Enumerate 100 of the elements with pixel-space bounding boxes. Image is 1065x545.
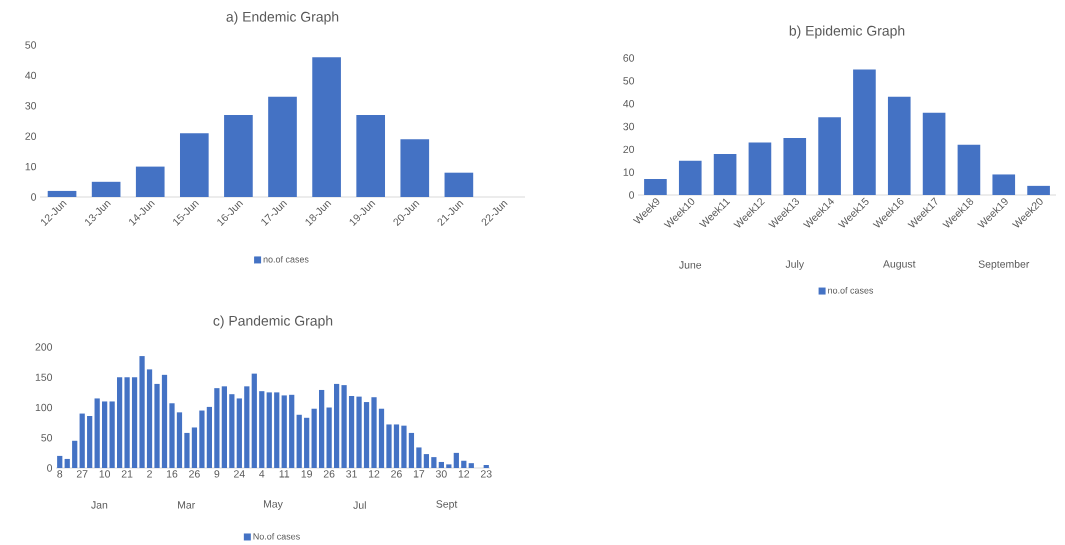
bar: [47, 190, 77, 197]
y-tick-label: 150: [35, 373, 53, 381]
y-tick-label: 20: [25, 132, 37, 140]
bar: [176, 412, 183, 469]
bar: [408, 432, 415, 469]
bar: [992, 174, 1016, 195]
x-tick-label: 23: [480, 470, 492, 478]
text: July: [785, 260, 805, 270]
y-tick-label: 10: [25, 162, 37, 171]
chart-title: c) Pandemic Graph: [213, 315, 333, 329]
x-tick-label: 21: [121, 470, 133, 478]
bar: [259, 391, 265, 469]
bar: [281, 395, 287, 469]
text: Jan: [91, 501, 108, 509]
bar: [468, 463, 474, 469]
bar: [341, 385, 347, 469]
bar: [461, 460, 467, 469]
bar: [274, 392, 280, 469]
x-tick-label: 12: [458, 470, 470, 478]
x-tick-label: 27: [76, 470, 88, 478]
chart-title: b) Epidemic Graph: [789, 25, 905, 39]
bar: [224, 114, 253, 197]
bar: [326, 407, 332, 469]
bar: [1027, 185, 1050, 195]
text: Jul: [353, 501, 366, 509]
text: September: [978, 260, 1030, 270]
legend-label: no.of cases: [263, 255, 309, 263]
bar: [206, 406, 213, 469]
x-tick-label: 30: [435, 470, 447, 478]
x-tick-label: 26: [189, 470, 200, 478]
text: June: [679, 261, 702, 269]
bar: [446, 464, 452, 469]
bar: [401, 425, 407, 469]
y-tick-label: 0: [31, 193, 37, 201]
bar: [922, 112, 946, 195]
legend-label: No.of cases: [253, 532, 300, 540]
bar: [57, 455, 63, 469]
x-tick-label: 10: [99, 470, 111, 478]
bar: [356, 396, 362, 469]
x-tick-label: 16: [166, 470, 178, 478]
bar: [94, 398, 100, 469]
bar: [191, 427, 198, 469]
bar: [678, 160, 702, 195]
bar: [416, 447, 422, 469]
x-tick-label: 17: [413, 470, 425, 478]
x-tick-label: 26: [323, 470, 335, 478]
bar: [289, 394, 295, 469]
y-tick-label: 60: [623, 54, 635, 62]
bar: [423, 454, 430, 469]
y-tick-label: 100: [35, 403, 53, 412]
y-tick-label: 10: [623, 168, 635, 176]
bar: [64, 458, 70, 469]
bar: [161, 374, 168, 469]
legend-label: no.of cases: [828, 287, 874, 294]
bar: [116, 377, 123, 469]
bar: [312, 57, 341, 197]
bar: [453, 452, 459, 469]
bar: [386, 424, 392, 469]
text: Sept: [436, 500, 458, 510]
bar: [87, 415, 93, 469]
bar: [199, 410, 205, 469]
y-tick-label: 50: [41, 434, 53, 442]
bar: [713, 153, 737, 195]
bar: [378, 408, 385, 469]
bar: [124, 377, 130, 469]
bar: [311, 408, 317, 469]
bar: [131, 377, 138, 469]
bar: [236, 398, 242, 469]
bar: [853, 69, 876, 195]
bar: [348, 396, 355, 469]
bar: [268, 96, 297, 197]
y-tick-label: 20: [623, 145, 635, 154]
x-tick-label: 12: [369, 470, 380, 478]
bar: [229, 394, 235, 469]
bar: [266, 392, 272, 469]
bar: [333, 383, 340, 469]
bar: [296, 414, 302, 469]
bar: [438, 461, 444, 469]
y-tick-label: 50: [25, 41, 37, 49]
bar: [169, 403, 175, 469]
bar: [319, 389, 325, 469]
bar: [79, 413, 85, 469]
x-tick-label: 9: [214, 470, 220, 478]
x-tick-label: 11: [279, 470, 290, 478]
bar: [644, 179, 667, 195]
bar: [371, 397, 377, 469]
bar: [444, 172, 474, 197]
y-tick-label: 30: [623, 122, 635, 131]
bar: [483, 464, 489, 469]
bar: [221, 386, 227, 469]
bar: [363, 402, 370, 469]
bar: [748, 142, 772, 195]
bar: [184, 432, 190, 469]
bar: [109, 401, 115, 469]
bar: [304, 417, 310, 469]
y-tick-label: 30: [25, 102, 37, 110]
bar: [72, 440, 78, 469]
bar: [431, 457, 437, 469]
y-tick-label: 200: [35, 343, 53, 351]
bar: [179, 133, 209, 197]
